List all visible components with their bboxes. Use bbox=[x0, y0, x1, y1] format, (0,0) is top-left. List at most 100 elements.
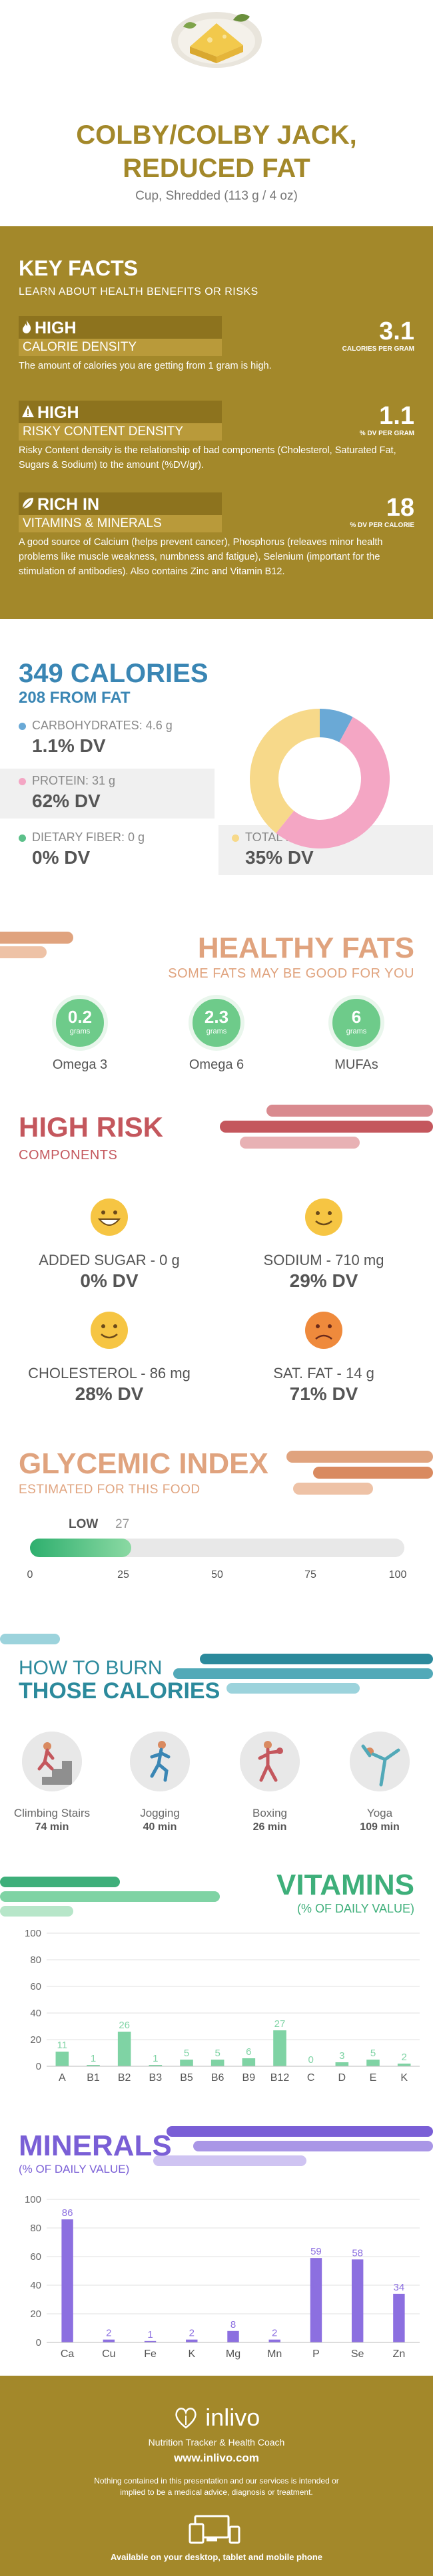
decor-stripe bbox=[0, 932, 73, 944]
high-risk-title: HIGH RISK bbox=[19, 1111, 164, 1143]
risk-dv: 0% DV bbox=[80, 1270, 139, 1291]
decor-stripe bbox=[226, 1683, 360, 1694]
title-line-2: REDUCED FAT bbox=[123, 154, 310, 183]
protein-row-bg bbox=[0, 769, 215, 819]
fat-unit: grams bbox=[346, 1027, 367, 1035]
glycemic-title: GLYCEMIC INDEX bbox=[19, 1447, 268, 1480]
fiber-label: DIETARY FIBER: 0 g bbox=[32, 830, 145, 844]
calories-from-fat: 208 FROM FAT bbox=[19, 689, 131, 707]
risk-dv: 28% DV bbox=[75, 1383, 144, 1404]
decor-stripe bbox=[0, 1877, 120, 1887]
x-tick-label: K bbox=[400, 2072, 408, 2084]
decor-stripe bbox=[220, 1121, 433, 1133]
glycemic-tick: 100 bbox=[388, 1569, 407, 1580]
donut-slice-total-fat bbox=[250, 709, 320, 833]
y-tick-label: 0 bbox=[36, 2337, 41, 2348]
header: COLBY/COLBY JACK, REDUCED FAT Cup, Shred… bbox=[0, 0, 433, 226]
fat-omega3: 0.2 grams Omega 3 bbox=[33, 995, 127, 1073]
brand-logo[interactable]: inlivo bbox=[0, 2404, 433, 2432]
bar-mn bbox=[268, 2339, 280, 2342]
x-tick-label: Ca bbox=[61, 2348, 75, 2360]
donut-slice-carbohydrates bbox=[320, 709, 353, 743]
key-fact-name: CALORIE DENSITY bbox=[19, 339, 222, 356]
footer: inlivo Nutrition Tracker & Health Coach … bbox=[0, 2376, 433, 2576]
bar-value-label: 2 bbox=[272, 2328, 277, 2339]
bar-fe bbox=[144, 2340, 157, 2342]
bar-cu bbox=[103, 2339, 115, 2342]
bar-value-label: 34 bbox=[394, 2282, 405, 2293]
bar-value-label: 86 bbox=[62, 2207, 73, 2219]
key-fact-description: Risky Content density is the relationshi… bbox=[19, 445, 396, 470]
bar-value-label: 27 bbox=[274, 2018, 286, 2030]
key-fact-label: HIGH CALORIE DENSITY bbox=[19, 316, 222, 356]
decor-stripe bbox=[313, 1467, 433, 1479]
key-fact-unit: % DV PER CALORIE bbox=[350, 522, 414, 529]
x-tick-label: Se bbox=[351, 2348, 364, 2360]
yoga-icon bbox=[350, 1732, 410, 1791]
activity-time: 74 min bbox=[35, 1821, 69, 1833]
bar-mg bbox=[227, 2330, 239, 2342]
fat-omega6: 2.3 grams Omega 6 bbox=[170, 995, 263, 1073]
minerals-bar-chart: 0 20 40 60 80 100 86 Ca 2 Cu 1 Fe 2 K 8 Mg 2 Mn 59 P 58 Se 34 Z… bbox=[25, 2194, 420, 2360]
decor-stripe bbox=[266, 1105, 433, 1117]
bar-se bbox=[351, 2259, 364, 2342]
y-tick-label: 40 bbox=[30, 2280, 41, 2291]
y-tick-label: 60 bbox=[30, 2251, 41, 2263]
x-tick-label: Cu bbox=[102, 2348, 115, 2360]
decor-stripe bbox=[200, 1654, 433, 1664]
y-tick-label: 40 bbox=[30, 2008, 41, 2019]
y-tick-label: 100 bbox=[25, 2194, 41, 2205]
minerals-title: MINERALS bbox=[19, 2129, 172, 2162]
glycemic-bar-fill bbox=[30, 1539, 131, 1557]
burn-calories-section: HOW TO BURN THOSE CALORIES Climbing Stai… bbox=[0, 1630, 433, 1857]
key-fact-unit: CALORIES PER GRAM bbox=[342, 345, 414, 353]
smile-face-icon bbox=[305, 1198, 342, 1236]
page-title: COLBY/COLBY JACK, REDUCED FAT bbox=[0, 118, 433, 185]
x-tick-label: B6 bbox=[211, 2072, 224, 2084]
activity-label: Yoga bbox=[366, 1807, 393, 1819]
bar-b6 bbox=[211, 2060, 224, 2066]
fat-mufas: 6 grams MUFAs bbox=[310, 995, 403, 1073]
risk-added-sugar: ADDED SUGAR - 0 g 0% DV bbox=[9, 1198, 209, 1292]
fat-value: 6 bbox=[351, 1007, 362, 1027]
bar-b5 bbox=[180, 2060, 193, 2066]
fat-value: 0.2 bbox=[67, 1007, 93, 1027]
decor-stripe bbox=[0, 1906, 73, 1917]
key-fact-description: A good source of Calcium (helps prevent … bbox=[19, 537, 383, 577]
y-tick-label: 0 bbox=[36, 2061, 41, 2072]
glycemic-value: 27 bbox=[115, 1517, 130, 1531]
activity-label: Boxing bbox=[252, 1807, 287, 1819]
fiber-dot bbox=[19, 834, 26, 842]
footer-url-link[interactable]: www.inlivo.com bbox=[174, 2452, 259, 2464]
key-fact-name: RISKY CONTENT DENSITY bbox=[19, 423, 222, 441]
x-tick-label: B12 bbox=[270, 2072, 290, 2084]
carbs-dv: 1.1% DV bbox=[32, 735, 106, 756]
activity-jogging: Jogging 40 min bbox=[117, 1732, 203, 1833]
x-tick-label: D bbox=[338, 2072, 346, 2084]
bar-value-label: 6 bbox=[246, 2046, 251, 2058]
glycemic-subtitle: ESTIMATED FOR THIS FOOD bbox=[19, 1483, 201, 1497]
fat-dv: 35% DV bbox=[245, 847, 314, 868]
bar-ca bbox=[61, 2219, 73, 2342]
high-risk-subtitle: COMPONENTS bbox=[19, 1148, 118, 1163]
bar-value-label: 2 bbox=[106, 2328, 111, 2339]
bar-value-label: 2 bbox=[401, 2052, 406, 2063]
carbs-label: CARBOHYDRATES: 4.6 g bbox=[32, 719, 173, 732]
glycemic-tick: 25 bbox=[117, 1569, 129, 1580]
x-tick-label: Mg bbox=[226, 2348, 240, 2360]
key-fact-level: HIGH bbox=[35, 319, 77, 337]
healthy-fats-subtitle: SOME FATS MAY BE GOOD FOR YOU bbox=[168, 966, 414, 981]
x-tick-label: E bbox=[370, 2072, 377, 2084]
bar-zn bbox=[393, 2293, 405, 2342]
footer-availability: Available on your desktop, tablet and mo… bbox=[110, 2552, 323, 2562]
leaf-icon bbox=[22, 498, 33, 509]
activity-label: Climbing Stairs bbox=[13, 1807, 91, 1819]
key-fact-unit: % DV PER GRAM bbox=[359, 430, 414, 437]
healthy-fats-section: HEALTHY FATS SOME FATS MAY BE GOOD FOR Y… bbox=[0, 925, 433, 1091]
glycemic-tick: 0 bbox=[27, 1569, 33, 1580]
decor-stripe bbox=[0, 1891, 220, 1902]
key-fact-value: 18 bbox=[386, 494, 414, 522]
decor-stripe bbox=[0, 946, 47, 958]
bar-b3 bbox=[149, 2065, 163, 2066]
glycemic-tick: 75 bbox=[304, 1569, 316, 1580]
